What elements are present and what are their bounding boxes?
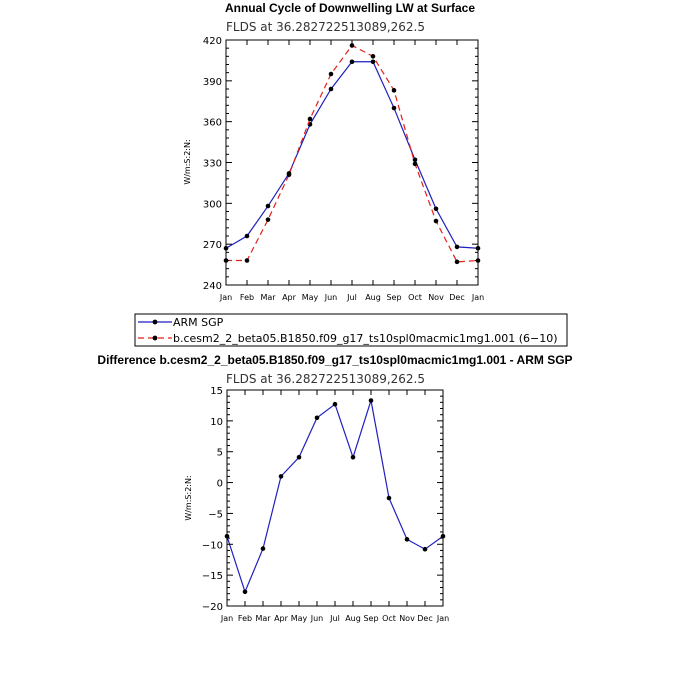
x-tick-label: Sep [363, 614, 378, 623]
legend-label: b.cesm2_2_beta05.B1850.f09_g17_ts10spl0m… [173, 332, 558, 345]
data-point [412, 161, 418, 167]
y-axis-label: W/m:S:2:N: [184, 475, 193, 520]
x-tick-label: May [291, 614, 308, 623]
data-point [350, 454, 356, 460]
legend-marker [152, 319, 158, 325]
y-tick-label: −5 [208, 509, 223, 520]
x-tick-label: Apr [274, 614, 289, 623]
legend-label: ARM SGP [173, 316, 224, 329]
y-tick-label: 10 [210, 417, 223, 428]
x-tick-label: Jan [436, 614, 449, 623]
plot-frame [225, 39, 479, 286]
series-line [226, 400, 444, 594]
chart-subtitle: FLDS at 36.282722513089,262.5 [226, 20, 425, 34]
data-point [404, 537, 410, 542]
data-point [242, 589, 248, 595]
series-line [225, 61, 479, 249]
y-tick-label: 390 [203, 77, 222, 88]
data-point [370, 54, 376, 59]
x-tick-label: Oct [408, 293, 422, 302]
y-tick-label: 420 [203, 36, 222, 47]
y-tick-label: 15 [210, 386, 223, 397]
data-point [328, 71, 334, 77]
data-point [314, 415, 320, 421]
x-tick-label: Jun [324, 293, 338, 302]
x-tick-label: Mar [255, 614, 271, 623]
y-tick-label: 5 [217, 448, 223, 459]
x-tick-label: Mar [260, 293, 276, 302]
data-point [386, 495, 392, 501]
plot-frame [226, 389, 444, 607]
x-tick-label: Jan [219, 293, 232, 302]
data-point [244, 258, 250, 263]
x-tick-label: Dec [417, 614, 432, 623]
difference-chart: Difference b.cesm2_2_beta05.B1850.f09_g1… [97, 353, 572, 623]
data-point [307, 116, 313, 122]
data-point [296, 454, 302, 460]
data-point [433, 218, 439, 224]
chart-title: Difference b.cesm2_2_beta05.B1850.f09_g1… [97, 353, 572, 367]
y-tick-label: −15 [202, 571, 223, 582]
data-point [349, 43, 355, 48]
chart-title: Annual Cycle of Downwelling LW at Surfac… [225, 1, 475, 15]
y-tick-label: 360 [203, 118, 222, 129]
data-point [368, 398, 374, 403]
annual-cycle-chart: Annual Cycle of Downwelling LW at Surfac… [183, 1, 484, 302]
x-tick-label: Jul [329, 614, 340, 623]
x-tick-label: Feb [238, 614, 252, 623]
y-tick-label: −10 [202, 540, 223, 551]
x-tick-label: Jan [471, 293, 484, 302]
data-point [391, 105, 397, 111]
x-tick-label: Apr [282, 293, 297, 302]
legend-item-arm-sgp: ARM SGP [138, 316, 224, 329]
data-point [332, 401, 338, 407]
x-tick-label: Aug [365, 293, 381, 302]
y-tick-label: 300 [203, 199, 222, 210]
data-point [260, 546, 266, 551]
data-point [265, 217, 271, 222]
data-point [328, 86, 334, 92]
data-point [244, 233, 250, 239]
data-point [286, 172, 292, 178]
legend-marker [152, 335, 158, 341]
x-tick-label: Oct [382, 614, 396, 623]
x-tick-label: Jan [220, 614, 233, 623]
data-point [278, 474, 284, 479]
y-tick-label: 330 [203, 159, 222, 170]
legend: ARM SGP b.cesm2_2_beta05.B1850.f09_g17_t… [134, 313, 568, 347]
x-tick-label: Aug [345, 614, 361, 623]
legend-item-cesm2: b.cesm2_2_beta05.B1850.f09_g17_ts10spl0m… [138, 332, 558, 345]
data-point [454, 259, 460, 265]
data-point [391, 88, 397, 93]
data-point [349, 59, 355, 65]
data-point [265, 203, 271, 209]
x-tick-label: May [302, 293, 319, 302]
series-line [226, 44, 479, 263]
y-axis-label: W/m:S:2:N: [183, 139, 192, 184]
data-point [433, 206, 439, 212]
data-point [454, 244, 460, 250]
y-tick-label: 0 [217, 479, 223, 490]
data-point [370, 59, 376, 65]
x-tick-label: Jun [310, 614, 324, 623]
x-tick-label: Nov [399, 614, 415, 623]
y-tick-label: 240 [203, 281, 222, 292]
x-tick-label: Jul [346, 293, 357, 302]
data-point [422, 546, 428, 552]
x-tick-label: Feb [240, 293, 254, 302]
x-tick-label: Dec [449, 293, 464, 302]
x-tick-label: Nov [428, 293, 444, 302]
y-tick-label: 270 [203, 240, 222, 251]
legend-box [134, 313, 568, 347]
x-tick-label: Sep [386, 293, 401, 302]
y-tick-label: −20 [202, 602, 223, 613]
chart-subtitle: FLDS at 36.282722513089,262.5 [226, 372, 425, 386]
